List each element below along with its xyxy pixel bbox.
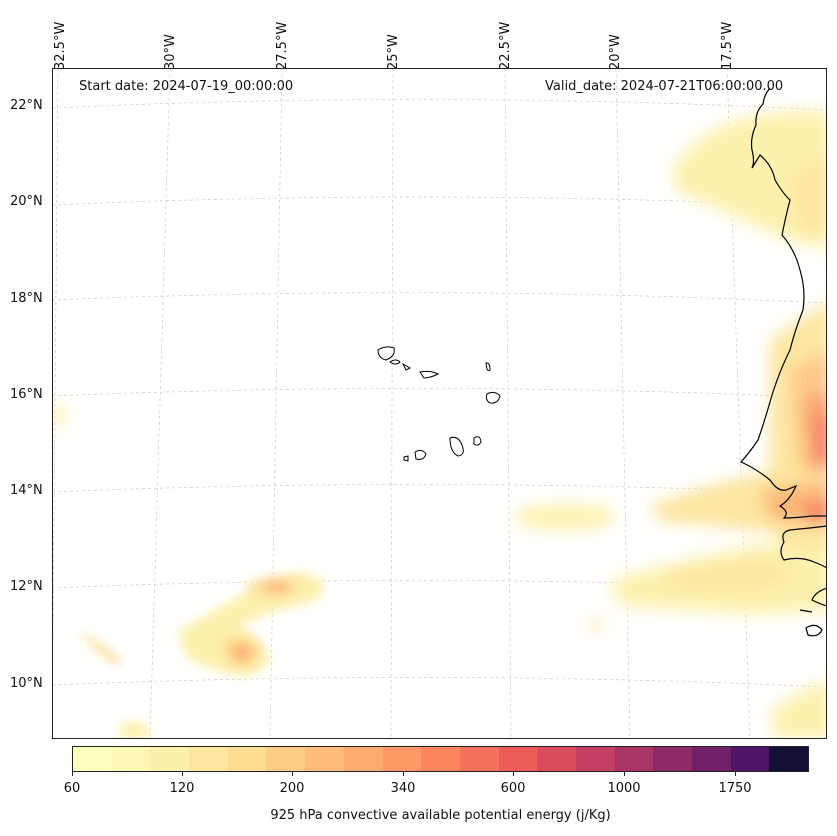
lat-label-12n: 12°N [10,579,43,594]
lat-label-22n: 22°N [10,98,43,113]
colorbar-tick-label: 200 [279,781,305,796]
colorbar-tick-label: 340 [390,781,416,796]
colorbar-swatch [305,747,344,771]
lon-label-32.5w: 32.5°W [53,21,68,70]
start-date-text: Start date: 2024-07-19_00:00:00 [79,79,294,94]
lat-label-16n: 16°N [10,387,43,402]
colorbar-tick-label: 1750 [718,781,752,796]
colorbar-swatch [266,747,306,771]
lat-label-14n: 14°N [10,483,43,498]
lat-label-18n: 18°N [10,291,43,306]
colorbar-tickmark [513,772,514,776]
colorbar-tick-label: 120 [169,781,195,796]
colorbar-swatch [421,747,460,771]
colorbar-swatch [189,747,228,771]
colorbar-swatch [382,747,422,771]
lon-label-27.5w: 27.5°W [275,21,290,70]
colorbar-swatch [769,747,809,771]
lon-label-25w: 25°W [386,34,401,70]
graticule [53,69,826,738]
colorbar-swatch [459,747,499,771]
colorbar-swatch [575,747,615,771]
colorbar-swatch [111,747,151,771]
colorbar-tickmark [735,772,736,776]
colorbar-swatch [73,747,112,771]
colorbar-swatch [653,747,692,771]
colorbar [72,746,809,772]
lon-label-22.5w: 22.5°W [498,21,513,70]
colorbar-label: 925 hPa convective available potential e… [270,808,611,823]
colorbar-tickmark [292,772,293,776]
colorbar-tickmark [403,772,404,776]
colorbar-swatch [150,747,190,771]
colorbar-swatch [692,747,731,771]
cape-verde-islands [377,346,501,462]
colorbar-swatch [537,747,576,771]
cape-cell-west [78,572,324,738]
colorbar-swatch [614,747,654,771]
colorbar-swatch [227,747,267,771]
lon-label-17.5w: 17.5°W [720,21,735,70]
colorbar-tickmark [624,772,625,776]
colorbar-swatch [730,747,770,771]
africa-coastline [739,87,826,637]
cape-field [53,110,826,738]
colorbar-swatch [343,747,383,771]
valid-date-text: Valid_date: 2024-07-21T06:00:00.00 [545,79,784,94]
lat-label-20n: 20°N [10,194,43,209]
colorbar-tickmark [72,772,73,776]
colorbar-tick-label: 1000 [607,781,641,796]
colorbar-swatch [498,747,538,771]
colorbar-tick-label: 600 [500,781,526,796]
lat-label-10n: 10°N [10,676,43,691]
colorbar-tick-label: 60 [63,781,81,796]
map-canvas [53,69,826,738]
lon-label-20w: 20°W [608,34,623,70]
colorbar-tickmark [182,772,183,776]
lon-label-30w: 30°W [163,34,178,70]
map-panel[interactable]: Start date: 2024-07-19_00:00:00 Valid_da… [52,68,827,739]
